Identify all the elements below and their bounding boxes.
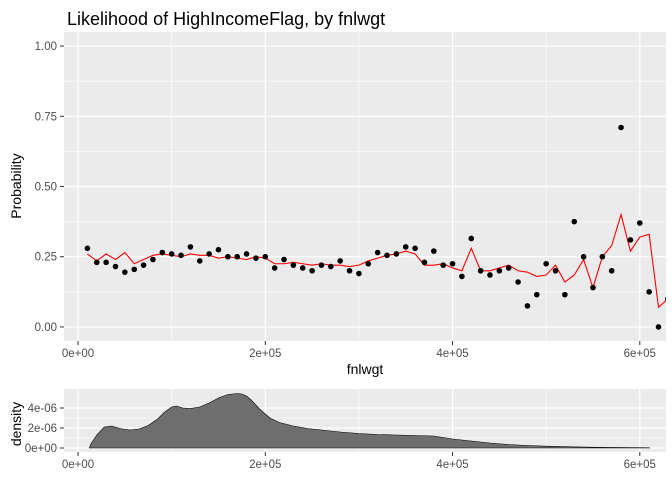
data-point <box>505 265 512 271</box>
data-point <box>655 324 662 330</box>
data-point <box>122 269 128 275</box>
y-tick-label: 0.50 <box>35 182 57 194</box>
chart-title: Likelihood of HighIncomeFlag, by fnlwgt <box>67 9 385 29</box>
data-point <box>440 262 446 268</box>
data-point <box>618 124 624 131</box>
data-point <box>196 258 203 264</box>
data-point <box>84 245 91 252</box>
data-point <box>412 245 418 252</box>
data-point <box>402 244 409 250</box>
data-point <box>206 251 212 257</box>
main-plot-gridlines <box>64 32 666 341</box>
fit-line-layer <box>87 212 666 309</box>
data-point <box>318 262 325 268</box>
data-point <box>477 267 484 274</box>
main-plot: 0e+00 2e+05 4e+05 6e+05 0.00 0.25 0.50 0.75 1.0… <box>8 32 666 377</box>
data-point <box>187 244 194 250</box>
x-tick-label: 6e+05 <box>624 459 656 471</box>
data-point <box>150 256 156 263</box>
y-tick-label: 1.00 <box>35 41 57 53</box>
y-tick-label: 0e+00 <box>25 443 57 455</box>
data-point <box>112 263 119 270</box>
x-tick-label: 2e+05 <box>249 348 281 360</box>
y-tick-label: 2e-06 <box>28 423 57 435</box>
data-point <box>562 291 568 298</box>
data-point <box>337 258 343 264</box>
points-layer <box>84 124 666 330</box>
data-point <box>533 291 540 298</box>
density-area <box>88 393 651 449</box>
data-point <box>590 284 596 291</box>
x-tick-label: 4e+05 <box>436 459 468 471</box>
data-point <box>580 253 587 260</box>
density-plot: 0e+00 2e+05 4e+05 6e+05 0e+00 2e-06 4e-06 den… <box>8 389 666 471</box>
data-point <box>234 253 241 260</box>
data-point <box>215 246 222 253</box>
data-point <box>524 303 531 309</box>
data-point <box>225 253 231 260</box>
data-point <box>552 267 559 274</box>
x-tick-label: 4e+05 <box>436 348 468 360</box>
data-point <box>271 265 278 271</box>
density-area-layer <box>88 393 651 449</box>
y-tick-label: 0.75 <box>35 111 57 123</box>
data-point <box>93 259 100 266</box>
data-point <box>243 251 250 257</box>
data-point <box>299 265 306 271</box>
main-plot-y-ticks: 0.00 0.25 0.50 0.75 1.00 <box>35 41 64 334</box>
data-point <box>487 272 493 278</box>
data-point <box>309 267 315 274</box>
data-point <box>627 237 634 243</box>
data-point <box>515 279 521 285</box>
main-plot-x-ticks: 0e+00 2e+05 4e+05 6e+05 <box>62 341 656 360</box>
data-point <box>328 263 334 270</box>
data-point <box>496 267 503 274</box>
x-tick-label: 0e+00 <box>62 459 94 471</box>
data-point <box>374 249 381 256</box>
data-point <box>665 296 666 301</box>
x-tick-label: 2e+05 <box>249 459 281 471</box>
data-point <box>646 289 652 295</box>
data-point <box>281 256 287 263</box>
data-point <box>449 260 456 267</box>
data-point <box>608 267 615 274</box>
y-tick-label: 0.00 <box>35 322 57 334</box>
x-tick-label: 0e+00 <box>62 348 94 360</box>
data-point <box>253 255 259 261</box>
data-point <box>290 262 297 268</box>
data-point <box>140 262 147 268</box>
y-tick-label: 4e-06 <box>28 403 57 415</box>
data-point <box>468 235 475 242</box>
data-point <box>131 266 138 273</box>
main-y-axis-label: Probability <box>8 153 24 218</box>
data-point <box>393 251 400 257</box>
y-tick-label: 0.25 <box>35 252 57 264</box>
data-point <box>365 260 372 267</box>
data-point <box>599 253 606 260</box>
data-point <box>431 248 437 254</box>
density-plot-y-ticks: 0e+00 2e-06 4e-06 <box>25 403 64 455</box>
fit-line <box>87 212 666 309</box>
data-point <box>459 273 465 280</box>
data-point <box>356 270 362 277</box>
x-tick-label: 6e+05 <box>624 348 656 360</box>
density-y-axis-label: density <box>8 402 24 446</box>
data-point <box>103 259 109 266</box>
data-point <box>262 253 269 260</box>
data-point <box>178 252 184 259</box>
data-point <box>421 259 428 266</box>
data-point <box>571 218 578 225</box>
data-point <box>168 251 175 257</box>
data-point <box>636 220 643 226</box>
data-point <box>384 252 390 259</box>
main-x-axis-label: fnlwgt <box>347 361 384 377</box>
data-point <box>159 249 166 256</box>
data-point <box>543 260 549 267</box>
data-point <box>346 267 353 274</box>
density-plot-x-ticks: 0e+00 2e+05 4e+05 6e+05 <box>62 452 656 471</box>
